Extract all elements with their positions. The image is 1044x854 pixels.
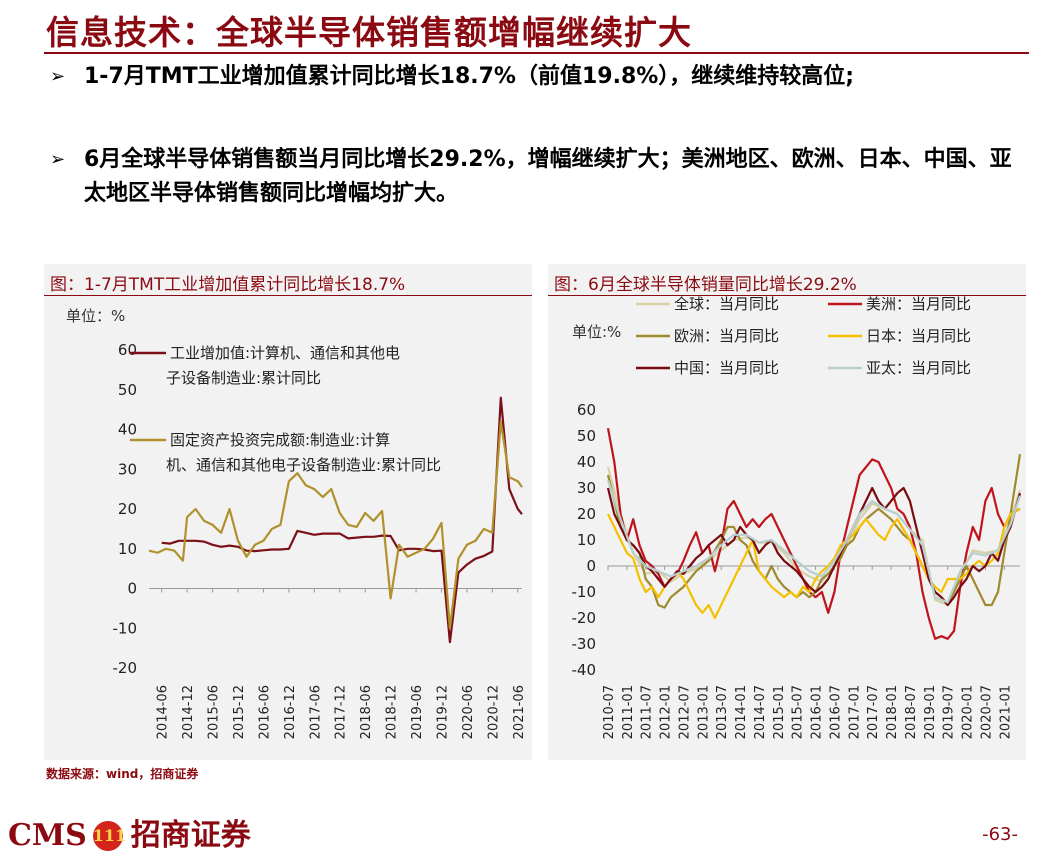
legend-label: 中国：当月同比 — [674, 359, 779, 377]
bullet-2: ➢ 6月全球半导体销售额当月同比增长29.2%，增幅继续扩大；美洲地区、欧洲、日… — [50, 143, 1025, 213]
x-tick-label: 2021-06 — [512, 685, 527, 739]
x-tick-label: 2012-07 — [677, 685, 692, 739]
y-unit-label: 单位:% — [572, 323, 621, 341]
y-tick-label: 0 — [127, 580, 137, 598]
x-tick-label: 2020-01 — [961, 685, 976, 739]
bullet-arrow-icon: ➢ — [50, 149, 66, 170]
series-line — [606, 427, 1021, 640]
y-tick-label: 50 — [577, 427, 596, 445]
page-number: -63- — [982, 824, 1018, 845]
series-line — [606, 479, 1022, 604]
x-tick-label: 2016-12 — [283, 685, 298, 739]
y-tick-label: 30 — [577, 479, 596, 497]
x-tick-label: 2019-06 — [410, 685, 425, 739]
y-tick-label: -10 — [572, 583, 597, 601]
chart-panel-semiconductor: 图：6月全球半导体销量同比增长29.2% 单位:% 60 50 40 30 20 10 0 -1… — [548, 264, 1026, 760]
x-tick-label: 2018-06 — [359, 685, 374, 739]
bullet-text: 1-7月TMT工业增加值累计同比增长18.7%（前值19.8%），继续维持较高位… — [84, 64, 855, 89]
y-tick-label: -20 — [572, 609, 597, 627]
y-tick-label: -30 — [572, 635, 597, 653]
y-tick-label: 10 — [577, 531, 596, 549]
series-line — [606, 486, 1022, 607]
x-tick-label: 2020-06 — [461, 685, 476, 739]
x-tick-label: 2019-12 — [435, 685, 450, 739]
x-tick-label: 2017-12 — [334, 685, 349, 739]
y-unit-label: 单位：% — [66, 307, 125, 325]
chart-panel-tmt: 图：1-7月TMT工业增加值累计同比增长18.7% 单位：% 60 50 40 30 20… — [44, 264, 532, 760]
x-tick-label: 2015-06 — [207, 685, 222, 739]
x-tick-label: 2013-01 — [696, 685, 711, 739]
y-tick-label: 50 — [118, 381, 137, 399]
series-line — [148, 420, 523, 630]
y-tick-label: 0 — [586, 557, 596, 575]
page-title: 信息技术：全球半导体销售额增幅继续扩大 — [46, 13, 692, 52]
legend-label: 日本：当月同比 — [866, 327, 971, 345]
data-source: 数据来源：wind，招商证券 — [46, 767, 199, 781]
x-tick-label: 2021-01 — [998, 685, 1013, 739]
logo-text: CMS — [8, 818, 87, 853]
y-tick-label: 20 — [577, 505, 596, 523]
x-tick-label: 2012-01 — [659, 685, 674, 739]
bullet-1: ➢ 1-7月TMT工业增加值累计同比增长18.7%（前值19.8%），继续维持较… — [50, 60, 1025, 130]
y-tick-label: -40 — [572, 661, 597, 679]
legend-label: 工业增加值:计算机、通信和其他电 — [170, 344, 400, 362]
bullet-text: 6月全球半导体销售额当月同比增长29.2%，增幅继续扩大；美洲地区、欧洲、日本、… — [84, 147, 1012, 206]
x-tick-label: 2014-01 — [734, 685, 749, 739]
x-tick-label: 2015-01 — [772, 685, 787, 739]
y-tick-label: 40 — [577, 453, 596, 471]
chart-title: 图：1-7月TMT工业增加值累计同比增长18.7% — [50, 275, 406, 295]
x-tick-label: 2018-07 — [904, 685, 919, 739]
x-tick-label: 2017-06 — [308, 685, 323, 739]
legend-label: 全球：当月同比 — [674, 295, 779, 313]
x-tick-label: 2017-07 — [866, 685, 881, 739]
title-divider — [44, 52, 1029, 54]
logo-badge-icon: 111 — [92, 821, 126, 851]
x-tick-label: 2020-12 — [486, 685, 501, 739]
x-tick-label: 2015-12 — [232, 685, 247, 739]
x-tick-label: 2015-07 — [791, 685, 806, 739]
legend-label: 亚太：当月同比 — [866, 359, 971, 377]
logo-name: 招商证券 — [130, 818, 251, 853]
y-tick-label: 40 — [118, 421, 137, 439]
y-tick-label: 60 — [118, 341, 137, 359]
tmt-line-chart: 单位：% 60 50 40 30 20 10 0 -10 -20 2014-06 2014-12 201… — [66, 307, 527, 739]
x-tick-label: 2016-07 — [828, 685, 843, 739]
y-tick-label: -20 — [113, 659, 138, 677]
legend-label: 固定资产投资完成额:制造业:计算 — [170, 431, 390, 449]
x-tick-label: 2019-07 — [942, 685, 957, 739]
y-tick-label: 60 — [577, 401, 596, 419]
x-tick-label: 2013-07 — [715, 685, 730, 739]
y-tick-label: -10 — [113, 619, 138, 637]
x-tick-label: 2011-01 — [621, 685, 636, 739]
chart-title-divider — [548, 295, 1026, 296]
y-tick-label: 30 — [118, 460, 137, 478]
bullet-arrow-icon: ➢ — [50, 66, 66, 87]
semiconductor-line-chart: 单位:% 60 50 40 30 20 10 0 -10 -20 -30 -40 2010-07 2011… — [572, 295, 1022, 739]
x-tick-label: 2014-07 — [753, 685, 768, 739]
x-tick-label: 2020-07 — [979, 685, 994, 739]
y-tick-label: 10 — [118, 540, 137, 558]
x-tick-label: 2018-12 — [385, 685, 400, 739]
legend-label: 欧洲：当月同比 — [674, 327, 779, 345]
y-tick-label: 20 — [118, 500, 137, 518]
x-tick-label: 2010-07 — [602, 685, 617, 739]
x-tick-label: 2018-01 — [885, 685, 900, 739]
series-line — [161, 396, 523, 644]
x-tick-label: 2016-01 — [810, 685, 825, 739]
chart-title-divider — [44, 295, 532, 296]
x-tick-label: 2014-12 — [181, 685, 196, 739]
x-tick-label: 2019-01 — [923, 685, 938, 739]
x-tick-label: 2016-06 — [257, 685, 272, 739]
x-tick-label: 2014-06 — [156, 685, 171, 739]
legend-label: 美洲：当月同比 — [866, 295, 971, 313]
x-tick-label: 2017-01 — [847, 685, 862, 739]
legend-label: 机、通信和其他电子设备制造业:累计同比 — [166, 456, 441, 474]
legend-label: 子设备制造业:累计同比 — [166, 369, 321, 387]
brand-logo: CMS 111 招商证券 — [8, 810, 251, 854]
x-tick-label: 2011-07 — [640, 685, 655, 739]
chart-title: 图：6月全球半导体销量同比增长29.2% — [554, 275, 857, 295]
